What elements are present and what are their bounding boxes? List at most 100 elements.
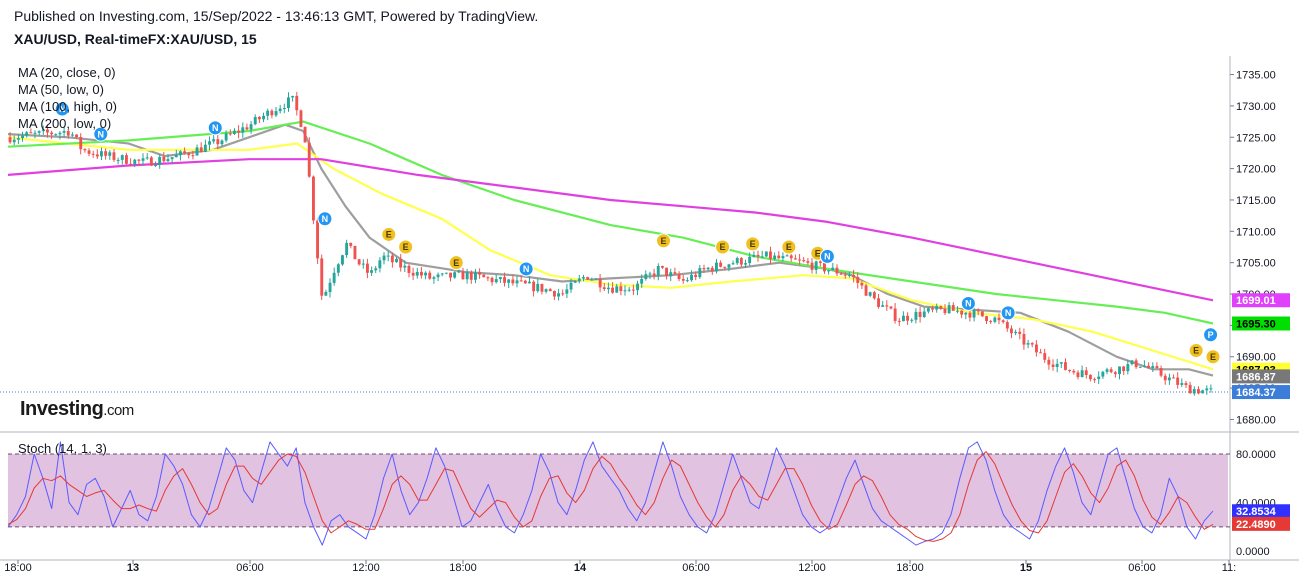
candle (8, 132, 12, 144)
candle (112, 149, 116, 162)
candle (141, 153, 145, 166)
stoch-legend[interactable]: Stoch (14, 1, 3) (18, 441, 107, 456)
price-tag-label: 1695.30 (1236, 319, 1276, 331)
time-tick-label: 06:00 (1128, 562, 1156, 574)
candle (1043, 348, 1047, 363)
candle (835, 264, 839, 276)
candle (83, 148, 87, 153)
candle (1143, 360, 1146, 368)
candle (208, 136, 211, 151)
candle-body (694, 274, 698, 278)
candle (607, 282, 610, 294)
event-marker-label: E (815, 248, 821, 258)
candle (137, 158, 141, 166)
candle-body (1143, 365, 1146, 367)
candle (1030, 342, 1034, 348)
candle-body (577, 278, 581, 281)
candle-body (1072, 370, 1076, 373)
candle-body (523, 280, 527, 284)
ma-legend-item-200[interactable]: MA (200, low, 0) (18, 116, 112, 131)
candle-body (515, 280, 519, 284)
candle (731, 260, 735, 265)
candle-body (453, 272, 457, 278)
candle-body (1197, 389, 1200, 394)
candle-body (823, 262, 826, 272)
event-marker-circle (1205, 349, 1221, 365)
price-tag-bg (1232, 385, 1290, 400)
candle-body (270, 110, 274, 116)
candle (41, 125, 45, 135)
candle (868, 291, 872, 298)
candle (1089, 374, 1092, 382)
candle-body (532, 281, 536, 292)
candle-body (303, 126, 307, 143)
candle (985, 315, 988, 324)
candle (781, 252, 785, 262)
candle-body (968, 312, 972, 318)
candle (440, 272, 444, 277)
candle-body (594, 278, 598, 280)
candle-body (985, 316, 988, 322)
candle (444, 272, 448, 275)
candle-body (989, 321, 993, 323)
event-marker-label: N (1005, 308, 1012, 318)
candle (594, 278, 598, 280)
candle-body (183, 151, 186, 154)
ma-legend-item-100[interactable]: MA (100, high, 0) (18, 99, 117, 114)
candle (615, 283, 619, 293)
candle-body (1030, 343, 1034, 345)
candle-body (906, 315, 909, 321)
candle-body (1101, 371, 1105, 377)
candle-body (893, 308, 897, 321)
candle (469, 270, 473, 284)
candle (881, 301, 885, 307)
candle (918, 306, 922, 323)
candle-body (723, 266, 727, 268)
ma-legend-item-50[interactable]: MA (50, low, 0) (18, 82, 104, 97)
ma-legend-item-20[interactable]: MA (20, close, 0) (18, 65, 116, 80)
candle (170, 157, 174, 165)
candle (752, 251, 756, 258)
candle-body (636, 283, 639, 291)
candle-body (12, 139, 16, 143)
candle-body (420, 271, 423, 276)
candle-body (141, 158, 145, 161)
candle (320, 254, 324, 300)
candle-body (287, 97, 290, 108)
candle (187, 152, 191, 159)
candle (357, 258, 361, 266)
candle (266, 108, 270, 121)
candle-body (652, 273, 656, 276)
event-marker-circle (54, 101, 70, 117)
candle-body (760, 256, 764, 258)
candle-body (631, 289, 635, 291)
candle (424, 271, 427, 280)
candle-body (548, 289, 552, 292)
candle (149, 156, 153, 167)
candle (528, 276, 531, 284)
candle (91, 150, 95, 158)
event-marker-circle (398, 239, 414, 255)
candle (428, 270, 432, 280)
candle (332, 267, 336, 286)
price-tick-label: 1680.00 (1236, 414, 1276, 426)
candle-body (519, 280, 523, 282)
candle (474, 269, 477, 284)
candle-body (357, 259, 361, 265)
candle (154, 161, 157, 167)
candle (353, 245, 357, 260)
candle (852, 269, 855, 283)
candle (1068, 369, 1072, 373)
candle (1014, 329, 1018, 336)
candle (723, 266, 727, 271)
candle (1147, 362, 1150, 369)
logo-main: Investing (20, 398, 104, 420)
candle (681, 274, 685, 284)
candle (764, 251, 768, 257)
candle-body (137, 159, 141, 161)
candle (794, 254, 797, 260)
candle (1155, 362, 1159, 369)
candle-body (993, 317, 997, 322)
event-marker-e: E (381, 226, 397, 242)
